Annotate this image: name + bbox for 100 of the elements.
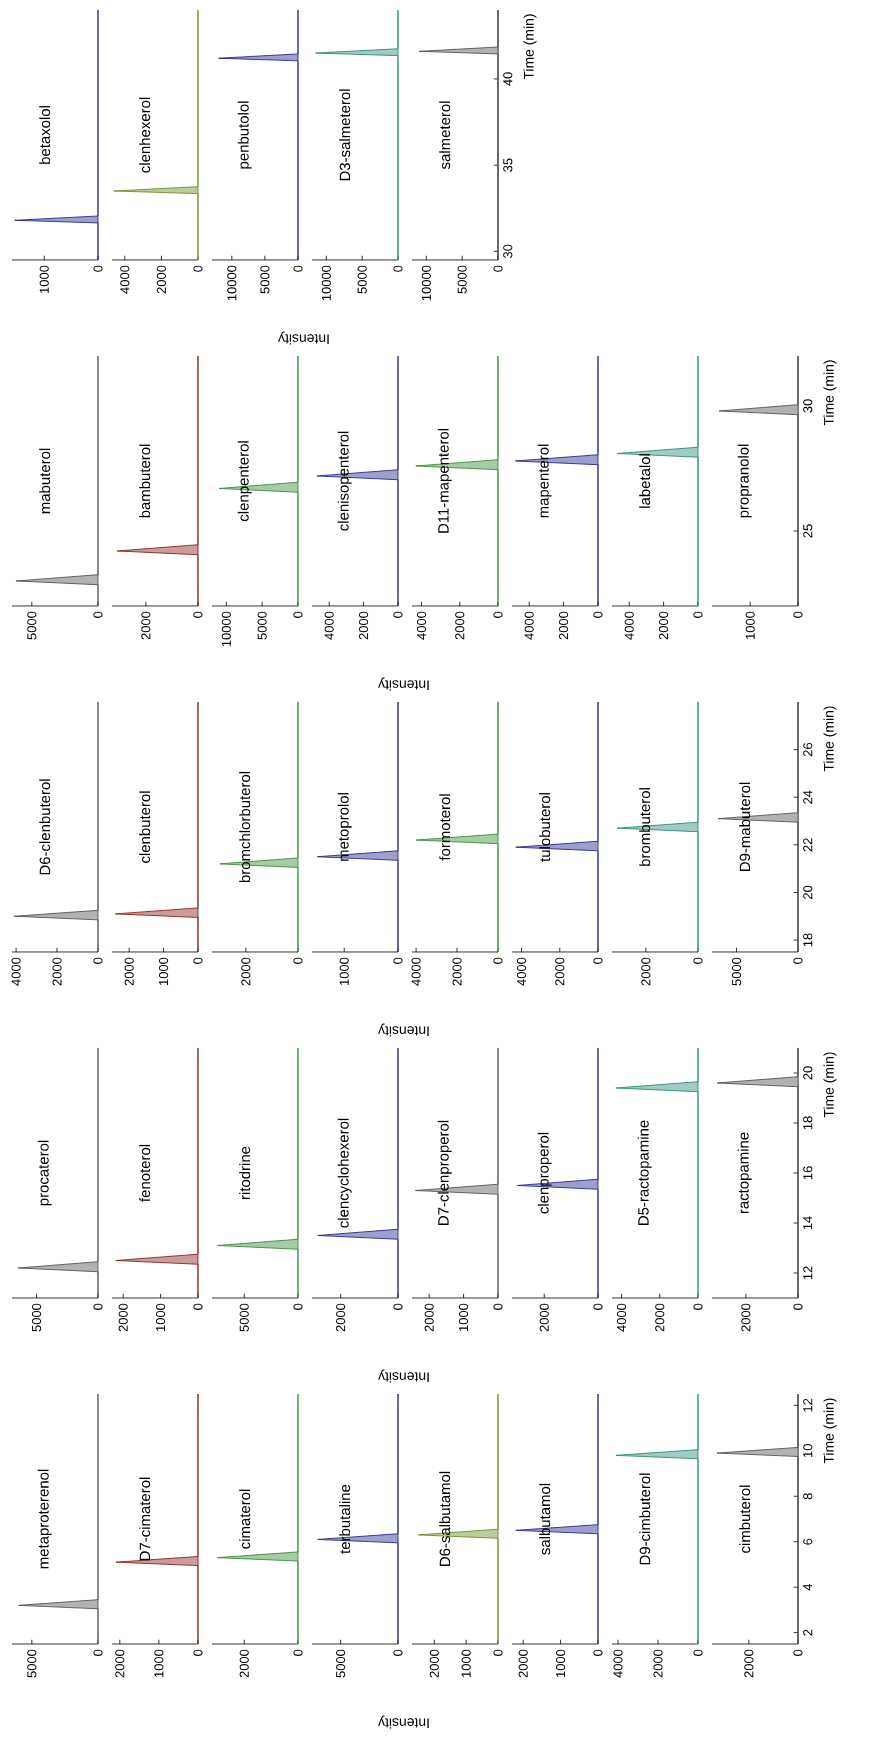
text: bromchlorbuterol xyxy=(239,771,251,883)
x-tick-label: 5000 xyxy=(457,265,467,294)
x-tick-label: 0 xyxy=(493,1649,503,1656)
x-tick-label: 2000 xyxy=(141,611,151,640)
x-tick-label: 5000 xyxy=(239,1303,249,1332)
y-tick-label: 25 xyxy=(803,524,813,538)
y-tick-label: 18 xyxy=(803,1116,813,1130)
text: ritodrine xyxy=(239,1146,251,1199)
x-tick-label: 0 xyxy=(593,1649,603,1656)
x-axis-title: Intensity xyxy=(378,1715,429,1729)
text: mapenterol xyxy=(537,444,552,518)
text: formoterol xyxy=(439,794,451,861)
x-tick-label: 2000 xyxy=(118,1303,128,1332)
x-tick-label: 2000 xyxy=(455,611,465,640)
x-tick-label: 2000 xyxy=(52,957,62,986)
x-tick-label: 5000 xyxy=(27,1649,37,1678)
y-tick-label: 20 xyxy=(803,885,813,899)
x-tick-label: 2000 xyxy=(336,1303,346,1332)
x-tick-label: 10000 xyxy=(227,265,237,301)
x-tick-label: 0 xyxy=(293,957,303,964)
y-tick-label: 22 xyxy=(803,838,813,852)
x-tick-label: 1000 xyxy=(39,265,49,293)
text: bambuterol xyxy=(139,444,151,518)
x-tick-label: 0 xyxy=(593,611,603,618)
text: clenpenterol xyxy=(237,441,252,522)
y-axis-title: Time (min) xyxy=(823,1052,837,1118)
y-tick-label: 26 xyxy=(803,742,813,757)
text: mabuterol xyxy=(39,448,51,514)
x-tick-label: 1000 xyxy=(158,957,169,986)
x-tick-label: 2000 xyxy=(744,1649,754,1678)
x-tick-label: 2000 xyxy=(452,957,462,986)
x-tick-label: 0 xyxy=(493,957,503,964)
x-tick-label: 0 xyxy=(793,957,803,964)
x-tick-label: 2000 xyxy=(653,1649,663,1678)
x-tick-label: 1000 xyxy=(154,1649,164,1678)
text: clenproperol xyxy=(537,1132,552,1214)
x-tick-label: 0 xyxy=(693,1303,703,1310)
y-tick-label: 14 xyxy=(803,1216,813,1230)
text: D6-salbutamol xyxy=(439,1471,451,1566)
x-tick-label: 2000 xyxy=(241,957,251,986)
x-tick-label: 2000 xyxy=(429,1649,439,1678)
x-tick-label: 1000 xyxy=(461,1649,471,1678)
x-tick-label: 2000 xyxy=(559,611,569,640)
y-tick-label: 40 xyxy=(503,72,513,86)
x-tick-label: 0 xyxy=(693,1649,703,1656)
x-tick-label: 0 xyxy=(593,1303,603,1310)
y-tick-label: 10 xyxy=(803,1444,813,1458)
x-tick-label: 1000 xyxy=(556,1649,566,1678)
x-tick-label: 0 xyxy=(193,265,203,272)
x-tick-label: 0 xyxy=(493,1303,503,1310)
x-tick-label: 5000 xyxy=(257,611,267,640)
x-tick-label: 4000 xyxy=(524,611,534,640)
y-tick-label: 12 xyxy=(803,1266,813,1280)
y-axis-title: Time (min) xyxy=(823,706,837,772)
x-tick-label: 2000 xyxy=(124,957,134,986)
y-tick-label: 35 xyxy=(503,158,513,172)
text: clenhexerol xyxy=(139,97,151,173)
x-tick-label: 0 xyxy=(393,611,403,618)
x-tick-label: 5000 xyxy=(27,611,37,640)
x-tick-label: 0 xyxy=(193,1649,203,1656)
text: ractopamine xyxy=(737,1132,752,1214)
x-tick-label: 2000 xyxy=(115,1649,125,1678)
x-tick-label: 2000 xyxy=(641,957,651,986)
x-tick-label: 1000 xyxy=(156,1303,166,1332)
x-tick-label: 0 xyxy=(393,265,403,272)
x-tick-label: 1000 xyxy=(459,1303,469,1332)
text: D7-cimaterol xyxy=(139,1477,151,1561)
x-tick-label: 4000 xyxy=(624,611,634,640)
x-tick-label: 0 xyxy=(93,957,103,964)
y-tick-label: 18 xyxy=(803,933,813,947)
x-tick-label: 0 xyxy=(93,1649,103,1656)
x-tick-label: 4000 xyxy=(516,957,527,986)
text: D5-ractopamine xyxy=(637,1120,652,1225)
x-tick-label: 2000 xyxy=(539,1303,549,1332)
text: clenbuterol xyxy=(139,791,151,863)
x-tick-label: 0 xyxy=(93,265,103,272)
x-tick-label: 0 xyxy=(793,611,803,618)
y-tick-label: 8 xyxy=(803,1493,813,1500)
text: salmeterol xyxy=(439,101,451,170)
x-tick-label: 5000 xyxy=(357,265,367,294)
y-tick-label: 16 xyxy=(803,1166,813,1180)
y-axis-title: Time (min) xyxy=(823,360,837,426)
x-tick-label: 0 xyxy=(293,611,303,618)
y-tick-label: 30 xyxy=(803,399,813,413)
x-tick-label: 0 xyxy=(793,1303,803,1310)
text: terbutaline xyxy=(339,1484,351,1554)
text: betaxolol xyxy=(39,106,51,164)
y-tick-label: 4 xyxy=(803,1583,813,1591)
x-tick-label: 4000 xyxy=(120,265,130,294)
y-axis-title: Time (min) xyxy=(823,1398,837,1464)
y-tick-label: 2 xyxy=(803,1629,813,1636)
x-tick-label: 0 xyxy=(193,1303,203,1310)
text: labetalol xyxy=(639,454,651,508)
y-axis-title: Time (min) xyxy=(523,14,537,80)
x-axis-title: Intensity xyxy=(378,677,429,691)
x-tick-label: 2000 xyxy=(239,1649,249,1678)
x-tick-label: 0 xyxy=(193,611,203,618)
text: penbutolol xyxy=(237,101,252,169)
x-tick-label: 5000 xyxy=(731,957,742,986)
x-tick-label: 5000 xyxy=(336,1649,346,1678)
